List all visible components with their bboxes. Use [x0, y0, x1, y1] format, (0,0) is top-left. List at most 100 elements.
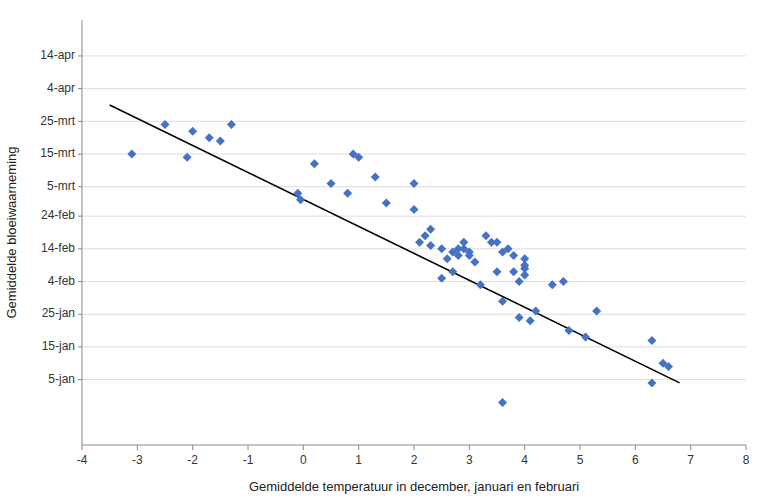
tick	[414, 445, 415, 450]
tick-label: 6	[632, 453, 639, 467]
tick-label: -1	[243, 453, 254, 467]
chart: 5-jan15-jan25-jan4-feb14-feb24-feb5-mrt1…	[0, 0, 770, 503]
point	[481, 231, 490, 240]
point	[448, 267, 457, 276]
point	[343, 189, 352, 198]
tick-label: 4-apr	[47, 81, 75, 95]
point	[382, 199, 391, 208]
tick	[358, 445, 359, 450]
point	[504, 244, 513, 253]
tick	[78, 216, 82, 217]
axis-line	[82, 20, 83, 445]
point	[437, 244, 446, 253]
tick	[137, 445, 138, 450]
point	[454, 251, 463, 260]
point	[509, 267, 518, 276]
point	[515, 277, 524, 286]
grid-line	[82, 346, 746, 347]
tick	[690, 445, 691, 450]
point	[216, 136, 225, 145]
point	[443, 254, 452, 263]
point	[493, 267, 502, 276]
grid-line	[82, 216, 746, 217]
point	[592, 306, 601, 315]
tick-label: -3	[132, 453, 143, 467]
grid-line	[82, 281, 746, 282]
point	[493, 238, 502, 247]
tick	[78, 88, 82, 89]
point	[459, 238, 468, 247]
tick-label: 24-feb	[41, 208, 75, 222]
tick-label: -2	[187, 453, 198, 467]
point	[188, 127, 197, 136]
point	[564, 326, 573, 335]
point	[437, 274, 446, 283]
point	[664, 362, 673, 371]
tick	[746, 445, 747, 450]
tick-label: 1	[355, 453, 362, 467]
tick	[635, 445, 636, 450]
plot-area	[110, 105, 680, 407]
grid-line	[82, 55, 746, 56]
point	[415, 238, 424, 247]
tick	[82, 445, 83, 450]
point	[426, 225, 435, 234]
grid-line	[82, 248, 746, 249]
point	[127, 150, 136, 159]
tick-label: 5-mrt	[47, 179, 76, 193]
point	[465, 251, 474, 260]
point	[161, 120, 170, 129]
point	[647, 336, 656, 345]
grid-line	[82, 121, 746, 122]
x-axis-label: Gemiddelde temperatuur in december, janu…	[249, 479, 579, 494]
tick	[524, 445, 525, 450]
tick-label: 15-jan	[42, 339, 75, 353]
axis-line	[82, 445, 746, 446]
point	[205, 133, 214, 142]
point	[183, 153, 192, 162]
tick-label: 2	[411, 453, 418, 467]
grid-line	[82, 379, 746, 380]
tick	[78, 281, 82, 282]
point	[520, 271, 529, 280]
trend-line	[110, 105, 680, 383]
tick	[78, 121, 82, 122]
point	[227, 120, 236, 129]
y-axis: 5-jan15-jan25-jan4-feb14-feb24-feb5-mrt1…	[40, 20, 746, 445]
tick-label: -4	[77, 453, 88, 467]
point	[581, 333, 590, 342]
y-axis-label: Gemiddelde bloeiwaarneming	[4, 147, 19, 319]
point	[410, 179, 419, 188]
tick	[78, 346, 82, 347]
tick-label: 14-feb	[41, 241, 75, 255]
point	[548, 280, 557, 289]
tick-label: 25-mrt	[40, 114, 75, 128]
point	[498, 297, 507, 306]
point	[526, 316, 535, 325]
tick-label: 4	[521, 453, 528, 467]
point	[509, 251, 518, 260]
tick	[469, 445, 470, 450]
point	[426, 241, 435, 250]
grid-line	[82, 314, 746, 315]
point	[476, 280, 485, 289]
tick-label: 25-jan	[42, 306, 75, 320]
tick-label: 14-apr	[40, 48, 75, 62]
tick-label: 3	[466, 453, 473, 467]
tick-label: 4-feb	[48, 274, 76, 288]
point	[421, 231, 430, 240]
tick-label: 0	[300, 453, 307, 467]
grid-line	[82, 154, 746, 155]
point	[559, 277, 568, 286]
point	[498, 398, 507, 407]
tick	[248, 445, 249, 450]
point	[515, 313, 524, 322]
tick	[78, 248, 82, 249]
grid-line	[82, 88, 746, 89]
tick	[78, 55, 82, 56]
tick-label: 7	[687, 453, 694, 467]
point	[470, 257, 479, 266]
tick-label: 15-mrt	[40, 146, 75, 160]
tick-label: 8	[743, 453, 750, 467]
tick	[78, 186, 82, 187]
